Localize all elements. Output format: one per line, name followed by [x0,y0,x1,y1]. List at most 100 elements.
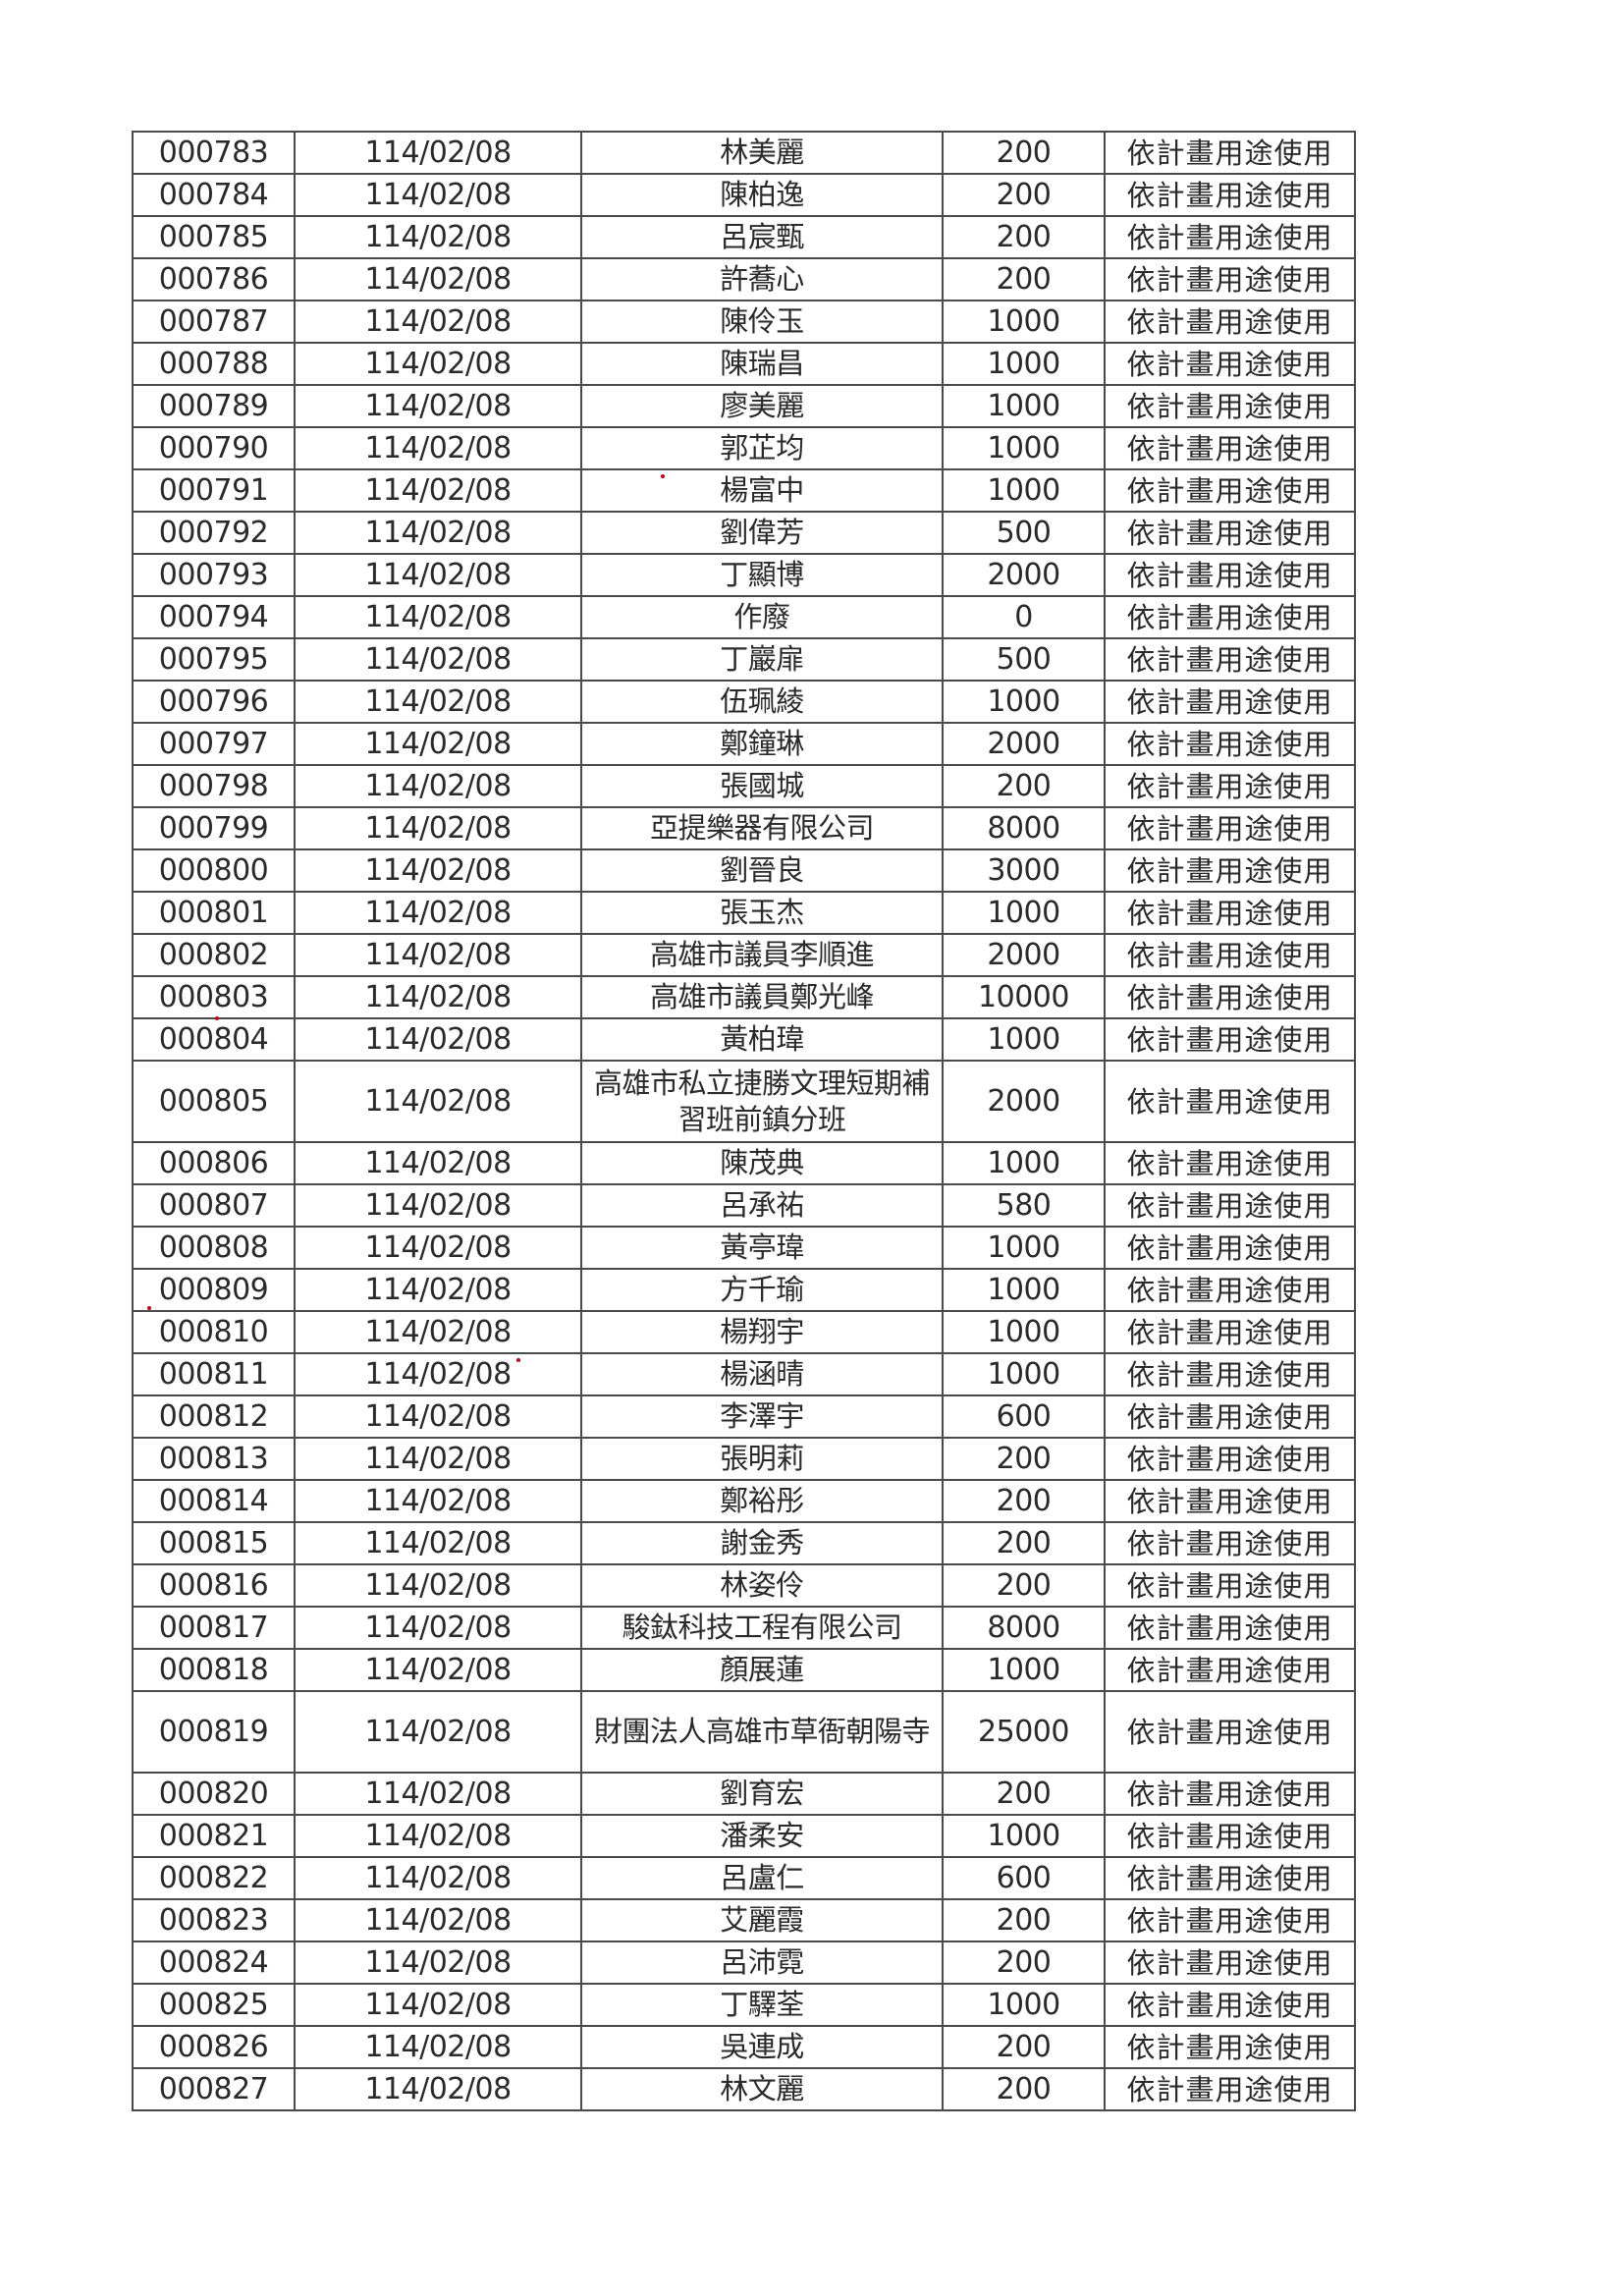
fund-usage-cell: 依計畫用途使用 [1104,511,1356,555]
receipt-number-cell: 000823 [132,1898,296,1942]
fund-usage-cell: 依計畫用途使用 [1104,975,1356,1019]
receipt-number-cell: 000794 [132,595,296,639]
fund-usage-cell: 依計畫用途使用 [1104,1017,1356,1062]
receipt-number-cell: 000795 [132,637,296,682]
receipt-number-cell: 000789 [132,384,296,428]
receipt-number-cell: 000814 [132,1479,296,1523]
donor-name-cell: 黃柏瑋 [580,1017,944,1062]
donation-amount-cell: 200 [942,1437,1106,1481]
donation-amount-cell: 200 [942,1521,1106,1565]
donation-amount-cell: 2000 [942,722,1106,766]
fund-usage-cell: 依計畫用途使用 [1104,1141,1356,1185]
table-row: 000801 114/02/08 張玉杰 1000 依計畫用途使用 [132,891,1356,935]
receipt-date-cell: 114/02/08 [294,806,582,850]
receipt-date-cell: 114/02/08 [294,848,582,893]
receipt-number-cell: 000815 [132,1521,296,1565]
fund-usage-cell: 依計畫用途使用 [1104,468,1356,513]
fund-usage-cell: 依計畫用途使用 [1104,1310,1356,1354]
receipt-date-cell: 114/02/08 [294,2025,582,2069]
donor-name-cell: 亞提樂器有限公司 [580,806,944,850]
donation-ledger-table: 000783 114/02/08 林美麗 200 依計畫用途使用 000784 114/02… [132,131,1356,2111]
donation-amount-cell: 200 [942,215,1106,259]
donor-name-cell: 陳茂典 [580,1141,944,1185]
donation-amount-cell: 1000 [942,468,1106,513]
table-row: 000827 114/02/08 林文麗 200 依計畫用途使用 [132,2067,1356,2111]
donor-name-cell: 陳瑞昌 [580,342,944,386]
donor-name-cell: 張明莉 [580,1437,944,1481]
donation-amount-cell: 500 [942,637,1106,682]
donor-name-cell: 吳連成 [580,2025,944,2069]
receipt-date-cell: 114/02/08 [294,553,582,597]
receipt-date-cell: 114/02/08 [294,722,582,766]
receipt-number-cell: 000796 [132,680,296,724]
receipt-date-cell: 114/02/08 [294,1394,582,1439]
table-row: 000813 114/02/08 張明莉 200 依計畫用途使用 [132,1437,1356,1481]
receipt-date-cell: 114/02/08 [294,511,582,555]
donation-amount-cell: 200 [942,764,1106,808]
table-row: 000811 114/02/08 楊涵晴 1000 依計畫用途使用 [132,1352,1356,1396]
fund-usage-cell: 依計畫用途使用 [1104,680,1356,724]
fund-usage-cell: 依計畫用途使用 [1104,1563,1356,1608]
donor-name-cell: 黃亭瑋 [580,1226,944,1270]
table-row: 000806 114/02/08 陳茂典 1000 依計畫用途使用 [132,1141,1356,1185]
donor-name-cell: 顏展蓮 [580,1648,944,1692]
table-row: 000809 114/02/08 方千瑜 1000 依計畫用途使用 [132,1268,1356,1312]
donor-name-cell: 張玉杰 [580,891,944,935]
fund-usage-cell: 依計畫用途使用 [1104,215,1356,259]
receipt-date-cell: 114/02/08 [294,1060,582,1143]
receipt-date-cell: 114/02/08 [294,1898,582,1942]
receipt-number-cell: 000816 [132,1563,296,1608]
donation-amount-cell: 200 [942,257,1106,301]
table-row: 000786 114/02/08 許蕎心 200 依計畫用途使用 [132,257,1356,301]
ledger-body: 000783 114/02/08 林美麗 200 依計畫用途使用 000784 114/02… [132,131,1356,2111]
donation-amount-cell: 1000 [942,891,1106,935]
donation-amount-cell: 1000 [942,1352,1106,1396]
donor-name-cell: 張國城 [580,764,944,808]
receipt-number-cell: 000801 [132,891,296,935]
table-row: 000821 114/02/08 潘柔安 1000 依計畫用途使用 [132,1814,1356,1858]
receipt-number-cell: 000793 [132,553,296,597]
fund-usage-cell: 依計畫用途使用 [1104,257,1356,301]
table-row: 000788 114/02/08 陳瑞昌 1000 依計畫用途使用 [132,342,1356,386]
receipt-date-cell: 114/02/08 [294,680,582,724]
receipt-date-cell: 114/02/08 [294,173,582,217]
fund-usage-cell: 依計畫用途使用 [1104,1606,1356,1650]
receipt-number-cell: 000825 [132,1983,296,2027]
donation-amount-cell: 1000 [942,1141,1106,1185]
receipt-number-cell: 000824 [132,1941,296,1985]
table-row: 000785 114/02/08 呂宸甄 200 依計畫用途使用 [132,215,1356,259]
receipt-number-cell: 000804 [132,1017,296,1062]
fund-usage-cell: 依計畫用途使用 [1104,1521,1356,1565]
fund-usage-cell: 依計畫用途使用 [1104,1437,1356,1481]
fund-usage-cell: 依計畫用途使用 [1104,1268,1356,1312]
donation-amount-cell: 8000 [942,806,1106,850]
donor-name-cell: 李澤宇 [580,1394,944,1439]
donor-name-cell: 方千瑜 [580,1268,944,1312]
receipt-number-cell: 000800 [132,848,296,893]
fund-usage-cell: 依計畫用途使用 [1104,1226,1356,1270]
donor-name-cell: 謝金秀 [580,1521,944,1565]
donor-name-cell: 劉晉良 [580,848,944,893]
donation-amount-cell: 1000 [942,1017,1106,1062]
receipt-number-cell: 000783 [132,131,296,175]
receipt-date-cell: 114/02/08 [294,257,582,301]
table-row: 000791 114/02/08 楊富中 1000 依計畫用途使用 [132,468,1356,513]
receipt-date-cell: 114/02/08 [294,300,582,344]
donation-amount-cell: 200 [942,2067,1106,2111]
fund-usage-cell: 依計畫用途使用 [1104,637,1356,682]
receipt-date-cell: 114/02/08 [294,131,582,175]
receipt-date-cell: 114/02/08 [294,1141,582,1185]
receipt-date-cell: 114/02/08 [294,1941,582,1985]
fund-usage-cell: 依計畫用途使用 [1104,1183,1356,1228]
donation-amount-cell: 1000 [942,342,1106,386]
receipt-date-cell: 114/02/08 [294,891,582,935]
fund-usage-cell: 依計畫用途使用 [1104,1856,1356,1900]
donation-amount-cell: 200 [942,1563,1106,1608]
receipt-number-cell: 000784 [132,173,296,217]
table-row: 000808 114/02/08 黃亭瑋 1000 依計畫用途使用 [132,1226,1356,1270]
donation-amount-cell: 0 [942,595,1106,639]
donor-name-cell: 作廢 [580,595,944,639]
donor-name-cell: 呂沛霓 [580,1941,944,1985]
table-row: 000818 114/02/08 顏展蓮 1000 依計畫用途使用 [132,1648,1356,1692]
receipt-date-cell: 114/02/08 [294,384,582,428]
